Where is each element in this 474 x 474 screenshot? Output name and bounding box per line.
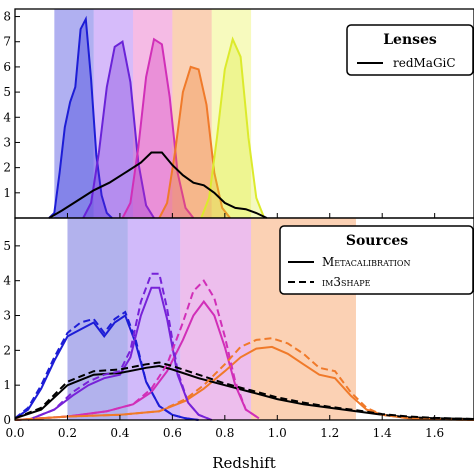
im3shape-curve bbox=[27, 272, 213, 421]
metacal-curve bbox=[14, 299, 260, 421]
x-tick-label: 1.4 bbox=[373, 426, 392, 440]
y-tick-label: 1 bbox=[3, 186, 11, 200]
im3shape-curve bbox=[14, 310, 199, 421]
lens-bin-curve bbox=[158, 65, 231, 219]
legend-box bbox=[279, 225, 474, 295]
y-tick-label: 3 bbox=[3, 309, 11, 323]
y-tick-label: 2 bbox=[3, 343, 11, 357]
x-tick-label: 1.6 bbox=[425, 426, 444, 440]
x-tick-label: 0.6 bbox=[163, 426, 182, 440]
lens-bin-curve bbox=[121, 37, 195, 219]
y-tick-label: 5 bbox=[3, 85, 11, 99]
y-tick-label: 6 bbox=[3, 60, 11, 74]
x-tick-label: 1.0 bbox=[268, 426, 287, 440]
metacal-curve bbox=[27, 286, 213, 421]
plot-frame bbox=[14, 217, 474, 421]
legend-entry: im3shape bbox=[322, 275, 371, 289]
im3shape-curve bbox=[14, 337, 474, 421]
x-tick-label: 0.4 bbox=[110, 426, 129, 440]
redshift-bin-band bbox=[67, 218, 128, 420]
y-tick-label: 0 bbox=[3, 413, 11, 427]
y-tick-label: 3 bbox=[3, 135, 11, 149]
y-tick-label: 7 bbox=[3, 35, 11, 49]
x-tick-label: 0.0 bbox=[5, 426, 24, 440]
legend-title: Sources bbox=[346, 233, 408, 249]
lens-bin-curve bbox=[48, 15, 113, 219]
lenses-panel: 1 2 3 4 5 6 7 8 Lenses redMaGiC bbox=[3, 8, 474, 219]
legend-title: Lenses bbox=[383, 32, 437, 48]
x-axis-label: Redshift bbox=[212, 454, 276, 472]
y-tick-label: 4 bbox=[3, 110, 11, 124]
y-tick-label: 4 bbox=[3, 274, 11, 288]
metacal-curve bbox=[48, 151, 268, 219]
sources-panel: 0 1 2 3 4 5 0.0 0.2 0.4 0.6 0.8 1.0 1.2 1.4 1.6 Sources… bbox=[3, 217, 474, 440]
legend: Lenses redMaGiC bbox=[346, 24, 474, 76]
y-tick-label: 8 bbox=[3, 10, 11, 24]
y-tick-label: 5 bbox=[3, 239, 11, 253]
lens-bin-curve bbox=[82, 40, 155, 219]
lens-bin-fill bbox=[201, 39, 265, 219]
im3shape-curve bbox=[14, 361, 474, 420]
lens-bin-curve bbox=[200, 36, 266, 219]
y-tick-label: 2 bbox=[3, 161, 11, 175]
x-tick-label: 1.2 bbox=[320, 426, 339, 440]
x-tick-label: 0.8 bbox=[215, 426, 234, 440]
x-tick-label: 0.2 bbox=[58, 426, 77, 440]
legend-entry: Metacalibration bbox=[322, 255, 410, 269]
lens-bin-fill bbox=[83, 41, 154, 219]
lens-bin-fill bbox=[122, 39, 194, 219]
legend-entry: redMaGiC bbox=[393, 56, 456, 70]
im3shape-curve bbox=[14, 279, 260, 421]
y-tick-label: 1 bbox=[3, 378, 11, 392]
legend: Sources Metacalibration im3shape bbox=[279, 225, 474, 295]
